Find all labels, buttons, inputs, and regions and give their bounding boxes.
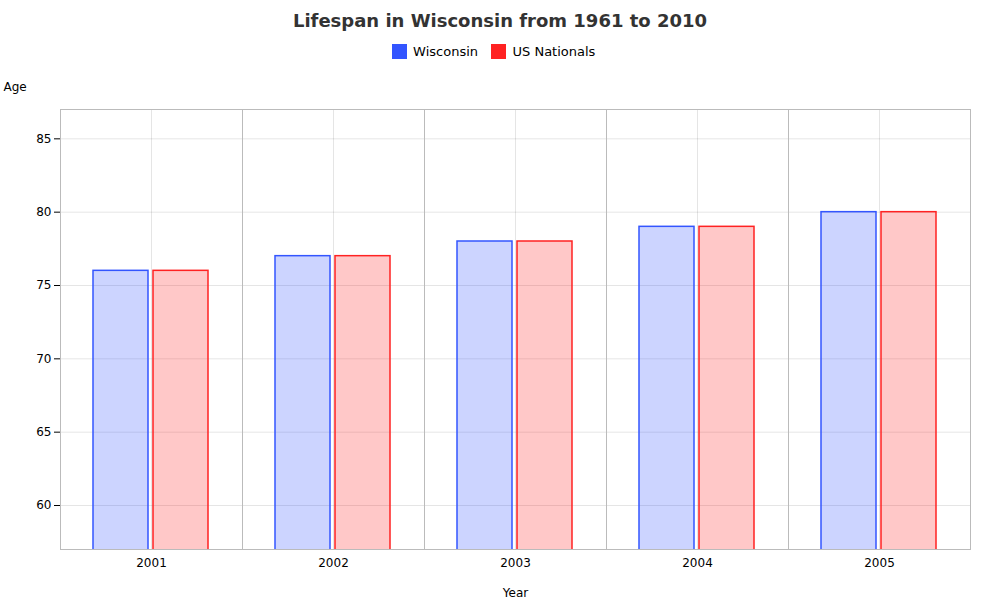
svg-text:65: 65 [36, 425, 51, 439]
svg-text:2003: 2003 [500, 556, 531, 570]
svg-text:2005: 2005 [864, 556, 895, 570]
html-text:US Nationals: US Nationals [512, 44, 596, 59]
svg-text:60: 60 [36, 498, 51, 512]
svg-text:2004: 2004 [682, 556, 713, 570]
svg-text:2001: 2001 [136, 556, 167, 570]
svg-text:2002: 2002 [318, 556, 349, 570]
svg-text:75: 75 [36, 278, 51, 292]
svg-text:Age: Age [4, 80, 27, 94]
html-text:Lifespan in Wisconsin from 196: Lifespan in Wisconsin from 1961 to 2010 [292, 10, 707, 31]
svg-text:70: 70 [36, 351, 51, 365]
svg-text:80: 80 [36, 205, 51, 219]
svg-text:Year: Year [502, 585, 528, 599]
svg-text:85: 85 [36, 131, 51, 145]
html-text:Wisconsin: Wisconsin [413, 44, 478, 59]
